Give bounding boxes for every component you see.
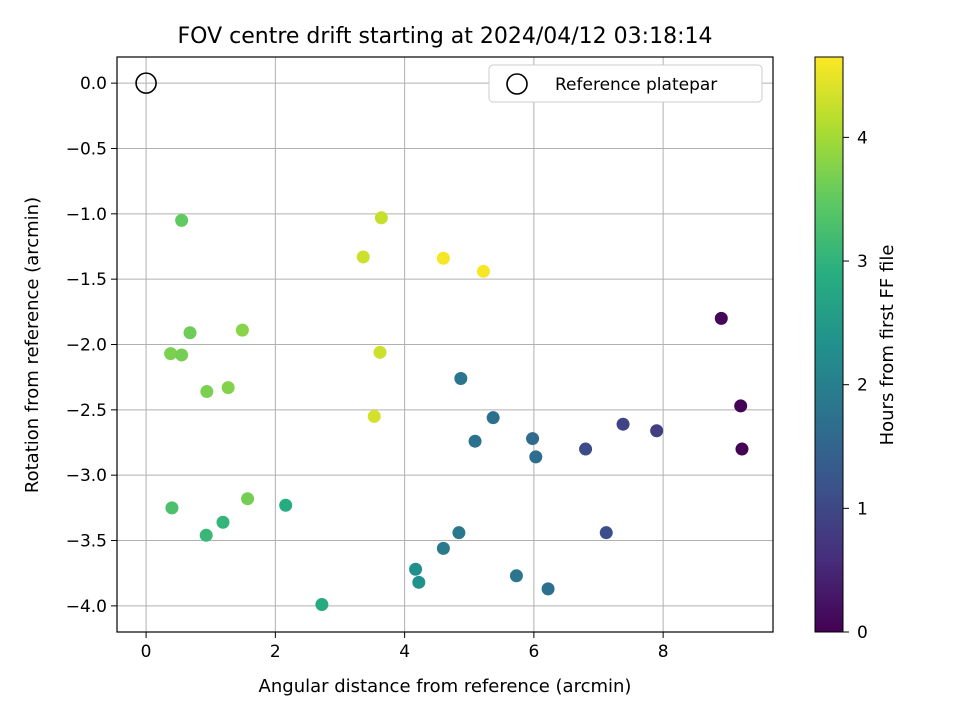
data-point: [241, 492, 255, 506]
data-point: [650, 424, 664, 438]
data-point: [436, 541, 450, 555]
y-tick-label: −2.0: [66, 336, 107, 356]
data-point: [315, 598, 329, 612]
colorbar-gradient: [814, 56, 844, 633]
data-point: [579, 442, 593, 456]
grid: [117, 57, 773, 632]
data-point: [216, 515, 230, 529]
data-point: [714, 311, 728, 325]
data-point: [356, 250, 370, 264]
x-tick-label: 8: [658, 642, 669, 662]
data-point: [541, 582, 555, 596]
y-tick-label: −4.0: [66, 597, 107, 617]
data-point: [509, 569, 523, 583]
colorbar-tick-label: 3: [857, 252, 868, 272]
colorbar-label: Hours from first FF file: [877, 245, 898, 446]
data-point: [367, 409, 381, 423]
data-point: [183, 326, 197, 340]
data-point: [468, 434, 482, 448]
data-point: [200, 385, 214, 399]
y-tick-label: −0.5: [66, 139, 107, 159]
data-point: [526, 432, 540, 446]
data-point: [436, 251, 450, 265]
legend: Reference platepar: [488, 64, 763, 103]
data-point: [599, 526, 613, 540]
data-point: [734, 399, 748, 413]
colorbar-ticks: 0 1 2 3 4: [843, 128, 868, 643]
x-tick-label: 0: [141, 642, 152, 662]
data-points: [164, 211, 749, 612]
data-point: [476, 264, 490, 278]
data-point: [175, 213, 189, 227]
data-point: [221, 381, 235, 395]
legend-box: [488, 64, 763, 103]
data-point: [374, 211, 388, 225]
data-point: [199, 528, 213, 542]
data-point: [452, 526, 466, 540]
data-point: [373, 345, 387, 359]
y-tick-label: −1.5: [66, 270, 107, 290]
x-axis-label: Angular distance from reference (arcmin): [259, 676, 632, 697]
data-point: [616, 417, 630, 431]
data-point: [235, 323, 249, 337]
data-point: [529, 450, 543, 464]
y-tick-label: −3.0: [66, 466, 107, 486]
data-point: [175, 348, 189, 362]
colorbar-tick-label: 2: [857, 376, 868, 396]
data-point: [454, 371, 468, 385]
x-tick-label: 6: [528, 642, 539, 662]
y-tick-label: 0.0: [80, 74, 107, 94]
x-tick-label: 2: [270, 642, 281, 662]
chart-title: FOV centre drift starting at 2024/04/12 …: [178, 24, 713, 49]
y-tick-label: −1.0: [66, 205, 107, 225]
x-tick-label: 4: [399, 642, 410, 662]
data-point: [412, 575, 426, 589]
colorbar-tick-label: 0: [857, 623, 868, 643]
data-point: [486, 411, 500, 425]
y-axis-ticks: 0.0 −0.5 −1.0 −1.5 −2.0 −2.5 −3.0 −3.5 −4.0: [66, 74, 117, 617]
colorbar: 0 1 2 3 4 Hours from first FF file: [814, 56, 898, 643]
data-point: [165, 501, 179, 515]
reference-point-marker: [135, 72, 157, 94]
x-axis-ticks: 0 2 4 6 8: [141, 632, 669, 662]
colorbar-tick-label: 1: [857, 499, 868, 519]
y-axis-label: Rotation from reference (arcmin): [22, 197, 43, 493]
y-tick-label: −2.5: [66, 401, 107, 421]
data-point: [164, 347, 178, 361]
y-tick-label: −3.5: [66, 532, 107, 552]
legend-entry-label: Reference platepar: [555, 75, 717, 95]
colorbar-tick-label: 4: [857, 128, 868, 148]
legend-reference-marker: [506, 73, 528, 95]
data-point: [409, 562, 423, 576]
data-point: [279, 498, 293, 512]
plot-frame: [116, 56, 774, 633]
data-point: [735, 442, 749, 456]
